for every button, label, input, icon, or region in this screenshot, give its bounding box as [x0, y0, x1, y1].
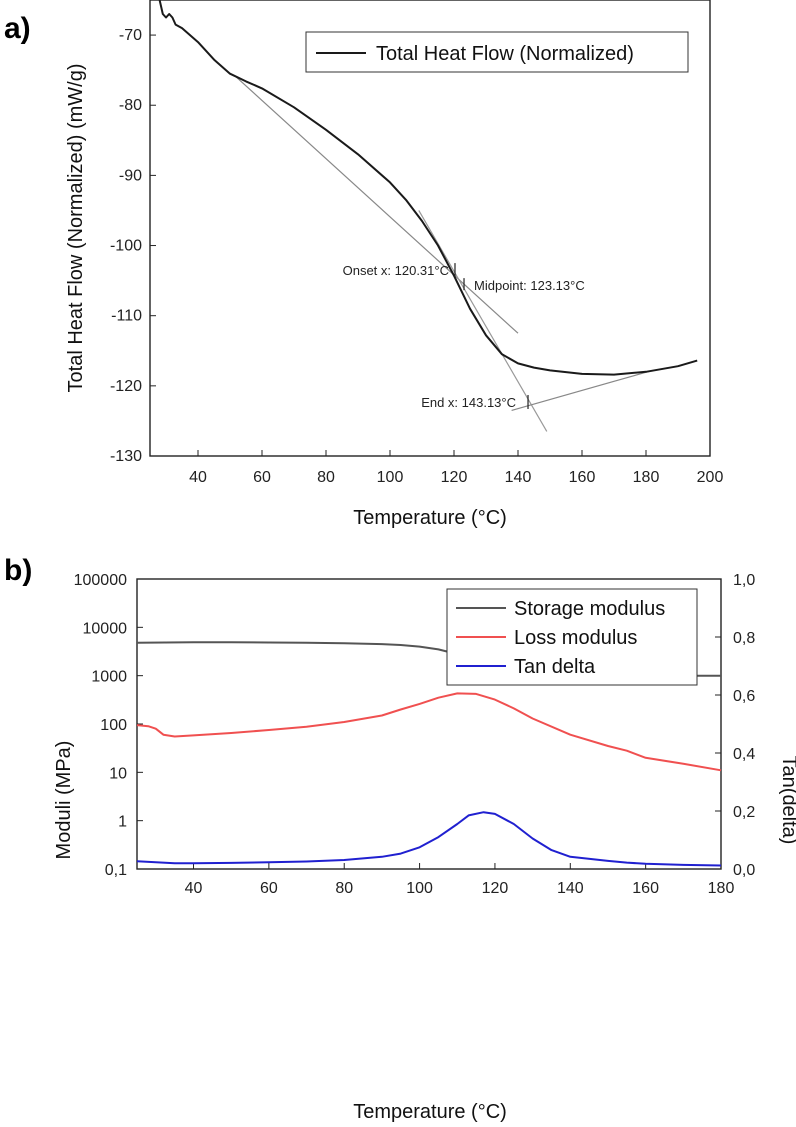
panel-b-right-y-tick-label: 0,6: [733, 688, 755, 705]
panel-b-x-axis: 40 60 80 100 120 140 160 180: [185, 863, 735, 897]
panel-a-y-tick-label: -70: [119, 27, 142, 44]
panel-b-right-y-tick-label: 0,4: [733, 746, 755, 763]
panel-a-x-tick-label: 40: [189, 469, 207, 486]
panel-b-left-y-tick-label: 10: [109, 765, 127, 782]
panel-b-left-y-tick-label: 0,1: [105, 862, 127, 879]
panel-a-x-tick-label: 80: [317, 469, 335, 486]
panel-a-y-tick-label: -80: [119, 97, 142, 114]
panel-a-x-tick-label: 200: [697, 469, 724, 486]
legend-item-storage-modulus: Storage modulus: [514, 598, 665, 620]
midpoint-annotation: Midpoint: 123.13°C: [474, 278, 585, 293]
panel-a-x-axis: 40 60 80 100 120 140 160 180 200: [189, 450, 723, 486]
panel-a-legend-box: [305, 31, 689, 73]
panel-a-x-tick-label: 60: [253, 469, 271, 486]
panel-a-legend: Total Heat Flow (Normalized): [305, 31, 689, 73]
panel-a-x-tick-label: 140: [505, 469, 532, 486]
panel-a-y-tick-label: -120: [110, 378, 142, 395]
end-annotation: End x: 143.13°C: [421, 395, 516, 410]
panel-b-x-tick-label: 120: [482, 880, 509, 897]
panel-b-right-y-tick-label: 0,8: [733, 630, 755, 647]
panel-b-label: b): [4, 554, 32, 587]
series-line-total-heat-flow: [158, 0, 698, 376]
panel-a: a) 40 60 80 100 120 140 160 180 200 -70 -80 -90 -10…: [4, 0, 723, 529]
panel-a-series: [158, 0, 698, 376]
panel-b-x-tick-label: 40: [185, 880, 203, 897]
panel-b-left-y-axis: 0,1 1 10 100 1000 10000 100000: [74, 572, 143, 879]
panel-b-left-y-axis-title: Moduli (MPa): [53, 741, 75, 860]
panel-a-x-tick-label: 100: [377, 469, 404, 486]
panel-b-left-y-tick-label: 10000: [83, 620, 128, 637]
panel-b-right-y-axis: 0,0 0,2 0,4 0,6 0,8 1,0: [715, 572, 755, 879]
panel-b: b) 40 60 80 100 120 140 160 180 0,1 1 10 100 1000 10…: [4, 554, 796, 1123]
panel-a-y-axis-title: Total Heat Flow (Normalized) (mW/g): [65, 64, 87, 393]
panel-a-plot-frame: [149, 0, 711, 457]
panel-b-x-tick-label: 180: [708, 880, 735, 897]
series-line-tan-delta: [136, 811, 722, 867]
panel-b-left-y-tick-label: 100: [100, 717, 127, 734]
panel-b-left-y-tick-label: 100000: [74, 572, 127, 589]
onset-annotation: Onset x: 120.31°C: [343, 263, 449, 278]
panel-b-x-tick-label: 60: [260, 880, 278, 897]
panel-a-annotations: Onset x: 120.31°C Midpoint: 123.13°C End x…: [343, 263, 585, 410]
series-line-loss-modulus: [136, 692, 722, 772]
panel-b-right-y-tick-label: 1,0: [733, 572, 755, 589]
panel-a-x-tick-label: 160: [569, 469, 596, 486]
panel-a-y-tick-label: -130: [110, 448, 142, 465]
panel-b-x-tick-label: 100: [406, 880, 433, 897]
panel-a-label: a): [4, 12, 31, 45]
panel-a-tangent-line: [235, 76, 519, 334]
panel-b-x-tick-label: 160: [632, 880, 659, 897]
panel-b-x-tick-label: 140: [557, 880, 584, 897]
panel-a-tangent-lines: [235, 76, 653, 432]
panel-b-x-tick-label: 80: [335, 880, 353, 897]
panel-a-x-tick-label: 180: [633, 469, 660, 486]
legend-item-total-heat-flow: Total Heat Flow (Normalized): [376, 43, 634, 65]
panel-b-left-y-tick-label: 1: [118, 814, 127, 831]
panel-b-left-y-tick-label: 1000: [91, 669, 127, 686]
panel-a-y-tick-label: -100: [110, 238, 142, 255]
panel-a-y-tick-label: -110: [111, 308, 142, 325]
panel-b-legend: Storage modulus Loss modulus Tan delta: [446, 588, 698, 686]
panel-b-right-y-tick-label: 0,2: [733, 804, 755, 821]
panel-a-x-tick-label: 120: [441, 469, 468, 486]
panel-a-y-axis: -70 -80 -90 -100 -110 -120 -130: [110, 27, 156, 465]
panel-a-tangent-line: [511, 369, 653, 411]
panel-b-right-y-axis-title: Tan(delta): [778, 756, 796, 845]
legend-item-tan-delta: Tan delta: [514, 656, 596, 678]
panel-b-right-y-tick-label: 0,0: [733, 862, 755, 879]
panel-a-x-axis-title: Temperature (°C): [353, 507, 507, 529]
panel-a-y-tick-label: -90: [119, 167, 142, 184]
panel-b-x-axis-title: Temperature (°C): [353, 1101, 507, 1123]
legend-item-loss-modulus: Loss modulus: [514, 627, 637, 649]
panel-a-tangent-line: [418, 210, 548, 432]
